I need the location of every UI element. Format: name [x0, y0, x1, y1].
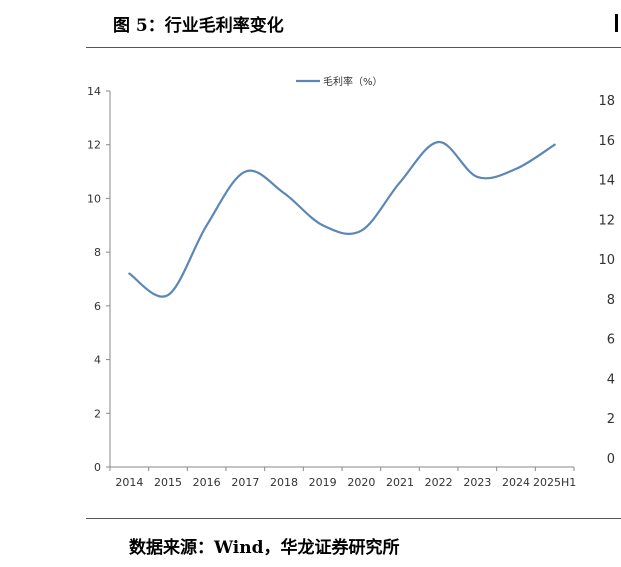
x-tick-label: 2022: [425, 476, 453, 489]
y-tick-label: 10: [87, 192, 101, 205]
x-tick-label: 2024: [502, 476, 530, 489]
y2-tick-label: 14: [598, 174, 615, 189]
x-tick-label: 2014: [115, 476, 143, 489]
x-tick-label: 2023: [463, 476, 491, 489]
x-tick-label: 2016: [193, 476, 221, 489]
y2-tick-label: 4: [607, 372, 615, 387]
y2-tick-label: 8: [607, 293, 615, 308]
series-line: [128, 140, 556, 298]
top-rule: [86, 47, 621, 48]
y-tick-label: 8: [94, 246, 101, 259]
figure-title: 图 5：行业毛利率变化: [113, 16, 284, 36]
x-tick-label: 2018: [270, 476, 298, 489]
y-tick-label: 6: [94, 300, 101, 313]
x-tick-label: 2020: [347, 476, 375, 489]
x-tick-label: 2019: [309, 476, 337, 489]
y2-tick-label: 2: [607, 412, 615, 427]
y-tick-label: 4: [94, 354, 101, 367]
y2-tick-label: 0: [607, 452, 615, 467]
legend-label: 毛利率（%）: [323, 75, 383, 88]
x-tick-label: 2025H1: [533, 476, 576, 489]
bottom-rule: [86, 518, 621, 519]
x-tick-label: 2015: [154, 476, 182, 489]
source-note: 数据来源：Wind，华龙证券研究所: [129, 538, 400, 558]
y-tick-label: 14: [87, 85, 101, 98]
y2-tick-label: 10: [598, 253, 615, 268]
y2-tick-label: 12: [598, 213, 615, 228]
y-tick-label: 2: [94, 407, 101, 420]
y2-tick-label: 16: [598, 134, 615, 149]
y-tick-label: 0: [94, 461, 101, 474]
edge-mark: [615, 14, 618, 32]
y2-tick-label: 6: [607, 333, 615, 348]
y2-tick-label: 18: [598, 94, 615, 109]
x-tick-label: 2017: [231, 476, 259, 489]
y-tick-label: 12: [87, 139, 101, 152]
x-tick-label: 2021: [386, 476, 414, 489]
